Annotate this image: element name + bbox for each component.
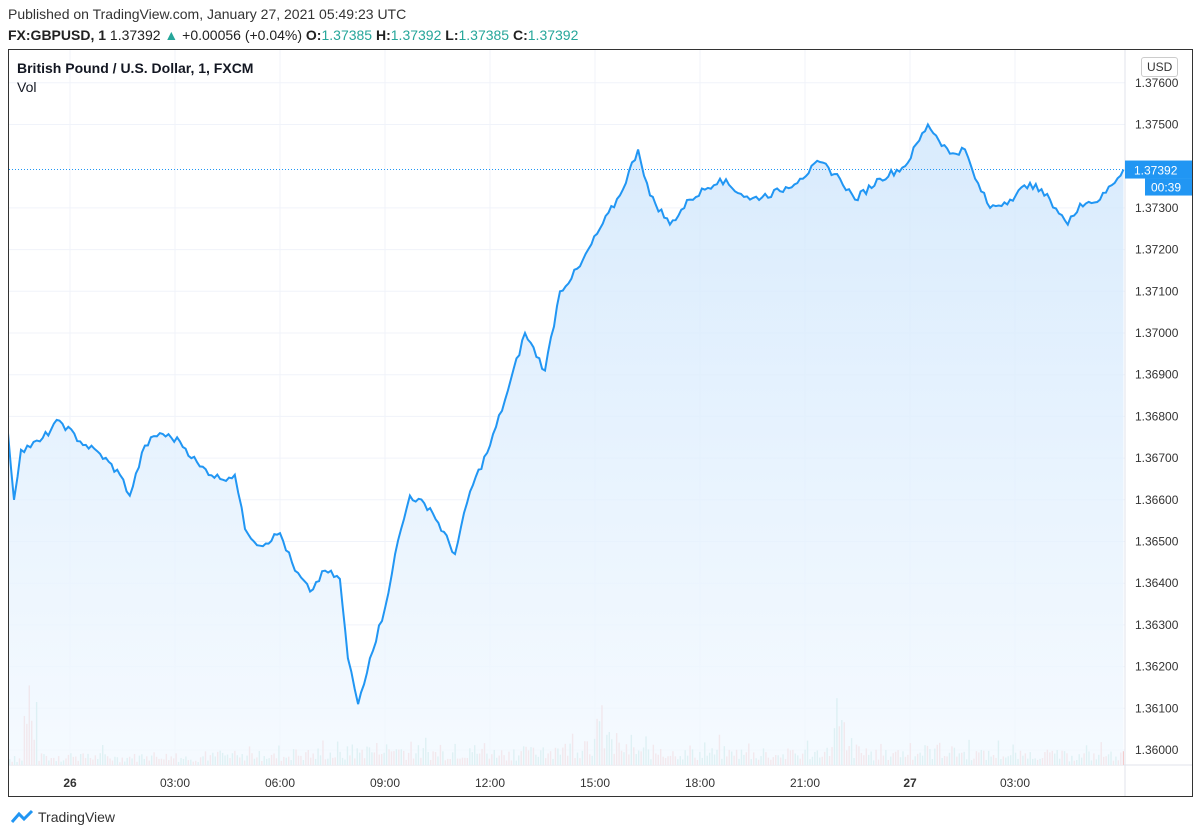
y-tick-label: 1.37200 xyxy=(1135,243,1179,257)
volume-legend: Vol xyxy=(17,79,37,95)
y-tick-label: 1.36500 xyxy=(1135,535,1179,549)
y-tick-label: 1.36800 xyxy=(1135,409,1179,423)
x-tick-label: 27 xyxy=(903,776,917,790)
high-value: 1.37392 xyxy=(390,27,442,43)
x-tick-label: 26 xyxy=(63,776,77,790)
y-tick-label: 1.36600 xyxy=(1135,493,1179,507)
price-line xyxy=(9,122,1125,705)
y-tick-label: 1.36300 xyxy=(1135,618,1179,632)
countdown-label: 00:39 xyxy=(1151,181,1181,195)
x-tick-label: 06:00 xyxy=(265,776,295,790)
y-tick-label: 1.36700 xyxy=(1135,451,1179,465)
low-label: L: xyxy=(445,27,459,43)
low-value: 1.37385 xyxy=(458,27,510,43)
open-label: O: xyxy=(305,27,322,43)
x-tick-label: 21:00 xyxy=(790,776,820,790)
y-tick-label: 1.36200 xyxy=(1135,660,1179,674)
y-tick-label: 1.37500 xyxy=(1135,118,1179,132)
symbol: FX:GBPUSD, 1 xyxy=(8,27,107,43)
published-note: Published on TradingView.com, January 27… xyxy=(8,6,407,22)
y-tick-label: 1.37000 xyxy=(1135,326,1179,340)
price-area-fill xyxy=(9,124,1124,765)
last-price-badge xyxy=(1125,160,1193,179)
up-arrow-icon: ▲ xyxy=(164,27,179,43)
x-tick-label: 18:00 xyxy=(685,776,715,790)
tradingview-logo[interactable]: TradingView xyxy=(10,809,115,825)
y-tick-label: 1.37100 xyxy=(1135,284,1179,298)
y-tick-label: 1.36100 xyxy=(1135,701,1179,715)
last-price: 1.37392 xyxy=(109,27,161,43)
last-price-label: 1.37392 xyxy=(1134,164,1178,178)
brand-name: TradingView xyxy=(38,809,116,825)
y-tick-label: 1.37300 xyxy=(1135,201,1179,215)
open-value: 1.37385 xyxy=(321,27,373,43)
y-tick-label: 1.36000 xyxy=(1135,743,1179,757)
x-tick-label: 15:00 xyxy=(580,776,610,790)
x-tick-label: 12:00 xyxy=(475,776,505,790)
chart-frame xyxy=(8,49,1193,797)
series-title: British Pound / U.S. Dollar, 1, FXCM xyxy=(17,60,254,76)
x-tick-label: 09:00 xyxy=(370,776,400,790)
currency-button[interactable]: USD xyxy=(1141,57,1179,77)
symbol-ohlc-line: FX:GBPUSD, 1 1.37392 ▲ +0.00056 (+0.04%)… xyxy=(8,27,578,43)
tradingview-logo-icon xyxy=(10,809,34,823)
x-tick-label: 03:00 xyxy=(1000,776,1030,790)
countdown-badge xyxy=(1145,178,1193,196)
y-tick-label: 1.36400 xyxy=(1135,576,1179,590)
change: +0.00056 (+0.04%) xyxy=(182,27,303,43)
close-value: 1.37392 xyxy=(527,27,579,43)
y-tick-label: 1.37600 xyxy=(1135,76,1179,90)
close-label: C: xyxy=(512,27,528,43)
y-tick-label: 1.36900 xyxy=(1135,368,1179,382)
high-label: H: xyxy=(375,27,391,43)
x-tick-label: 03:00 xyxy=(160,776,190,790)
